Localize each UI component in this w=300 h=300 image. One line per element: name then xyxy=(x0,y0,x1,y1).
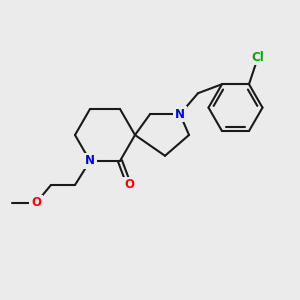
Text: N: N xyxy=(175,108,185,121)
Text: O: O xyxy=(31,196,41,209)
Text: O: O xyxy=(124,178,134,191)
Text: Cl: Cl xyxy=(252,51,264,64)
Text: N: N xyxy=(85,154,95,167)
